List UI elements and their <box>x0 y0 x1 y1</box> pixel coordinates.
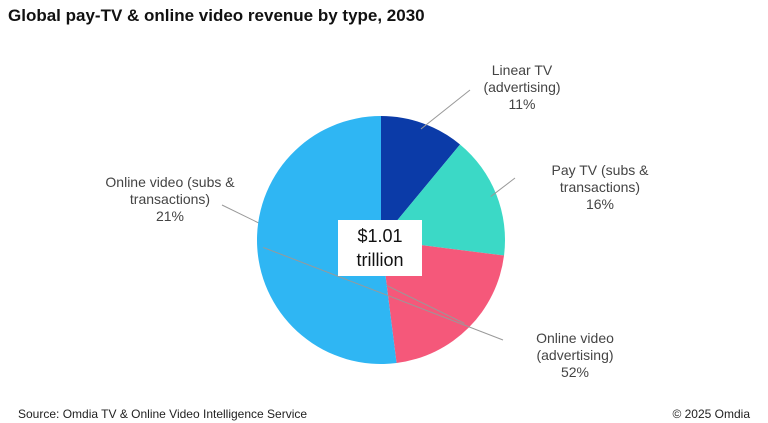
value-label: 16% <box>585 196 615 212</box>
category-label: Pay TV (subs & transactions) <box>551 162 649 195</box>
slice-label: Pay TV (subs & transactions) 16% <box>530 162 670 213</box>
chart-title: Global pay-TV & online video revenue by … <box>8 6 425 25</box>
category-label: Linear TV (advertising) <box>483 62 561 95</box>
slice-label: Online video (subs & transactions) 21% <box>100 174 240 225</box>
category-label: Online video (subs & transactions) <box>105 174 235 207</box>
source: Source: Omdia TV & Online Video Intellig… <box>18 407 308 421</box>
center-label: $1.01 trillion <box>338 220 422 276</box>
category-label: Online video (advertising) <box>536 330 614 363</box>
leader-line <box>490 177 516 197</box>
copyright: © 2025 Omdia <box>672 407 750 421</box>
leader-line <box>263 246 504 341</box>
value-label: 21% <box>155 208 185 224</box>
value-label: 11% <box>508 96 536 112</box>
slice-label: Online video (advertising) 52% <box>500 330 650 381</box>
pie-slice <box>381 116 461 240</box>
pie-slice <box>257 116 397 364</box>
leader-line <box>420 89 471 130</box>
slice-label: Linear TV (advertising) 11% <box>462 62 582 113</box>
value-label: 52% <box>560 364 590 380</box>
